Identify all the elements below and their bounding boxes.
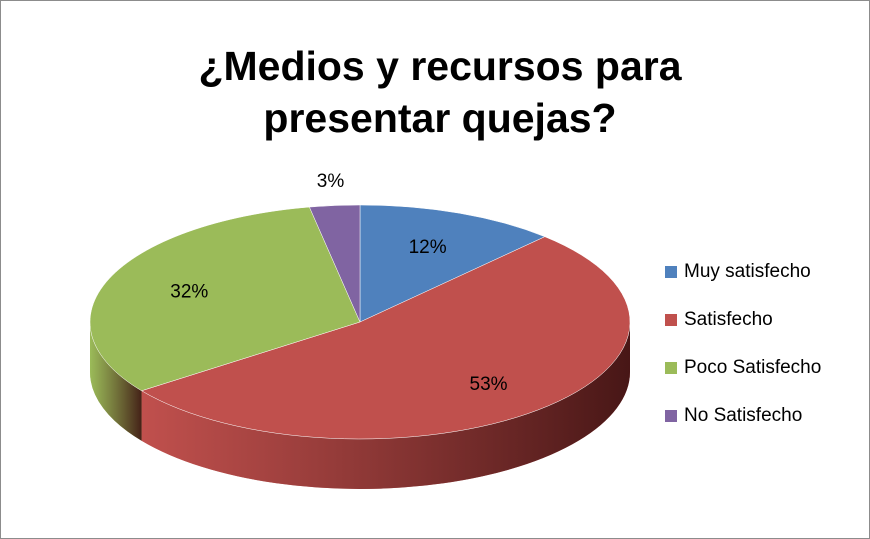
- data-label: 32%: [170, 282, 208, 303]
- slice: [89, 206, 361, 392]
- legend-swatch: [665, 362, 677, 374]
- legend-label: No Satisfecho: [684, 405, 802, 426]
- legend-label: Muy satisfecho: [684, 261, 811, 282]
- legend-label: Poco Satisfecho: [684, 357, 821, 378]
- legend-label: Satisfecho: [684, 309, 773, 330]
- data-label: 53%: [470, 374, 508, 395]
- legend-swatch: [665, 410, 677, 422]
- slice: [309, 204, 361, 323]
- slice-side-shade: [141, 322, 630, 489]
- legend-swatch: [665, 266, 677, 278]
- slice: [359, 204, 546, 323]
- data-label: 3%: [317, 171, 345, 192]
- chart-title: ¿Medios y recursos para presentar quejas…: [198, 43, 682, 141]
- data-label: 12%: [409, 237, 447, 258]
- slice: [140, 236, 631, 440]
- legend-swatch: [665, 314, 677, 326]
- slice-side-shade: [90, 322, 142, 441]
